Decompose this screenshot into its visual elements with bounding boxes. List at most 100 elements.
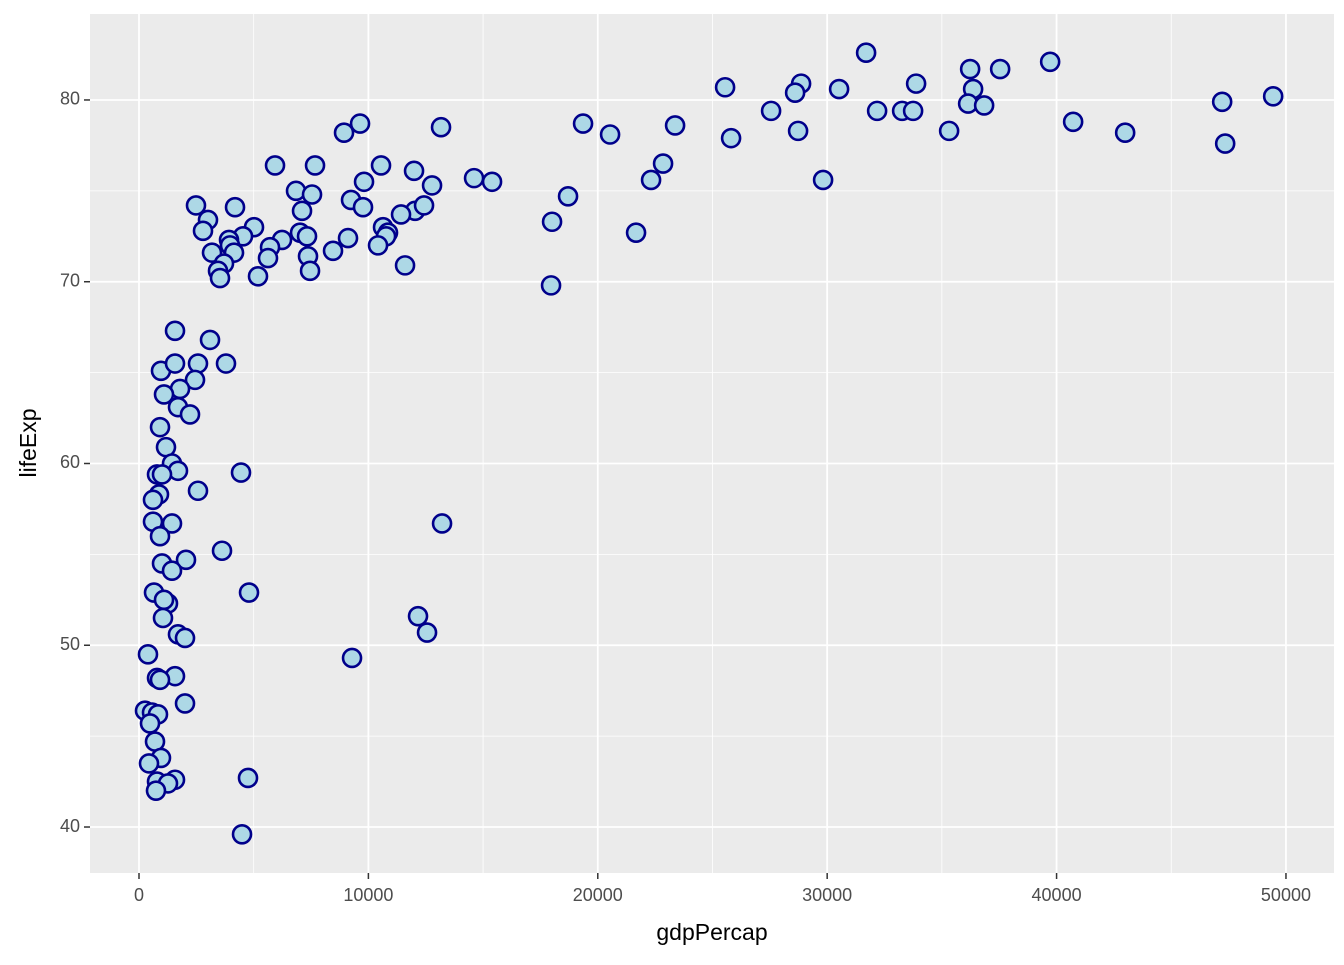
point — [151, 464, 173, 485]
point — [640, 169, 662, 191]
point — [187, 353, 209, 374]
panel — [90, 14, 1334, 873]
point — [407, 605, 429, 627]
point — [149, 525, 171, 547]
point — [145, 780, 167, 801]
point — [247, 265, 269, 287]
point — [296, 225, 318, 247]
point — [349, 113, 371, 134]
point — [353, 171, 375, 193]
point — [224, 196, 246, 218]
point — [828, 78, 850, 100]
y-tick-label: 80 — [60, 89, 80, 109]
point — [304, 155, 326, 176]
point — [431, 513, 453, 534]
point — [866, 100, 888, 122]
y-axis-title: lifeExp — [15, 408, 41, 477]
point — [341, 647, 363, 669]
point — [1062, 111, 1084, 133]
point — [230, 462, 252, 483]
point — [164, 320, 186, 342]
point — [352, 196, 374, 218]
point — [1262, 86, 1284, 107]
point — [192, 220, 214, 242]
point — [184, 369, 206, 391]
point — [905, 73, 927, 94]
point — [1214, 133, 1236, 154]
point — [1211, 91, 1233, 113]
point — [664, 115, 686, 136]
point — [187, 480, 209, 502]
y-tick-label: 70 — [60, 270, 80, 290]
point — [812, 169, 834, 191]
y-tick-label: 40 — [60, 816, 80, 836]
point — [149, 669, 171, 691]
point — [652, 153, 674, 174]
point — [161, 513, 183, 534]
point — [179, 404, 201, 425]
point — [720, 127, 742, 149]
x-tick-label: 20000 — [573, 885, 623, 905]
point — [430, 116, 452, 138]
point — [231, 823, 253, 845]
point — [541, 211, 563, 233]
x-axis-title: gdpPercap — [656, 919, 767, 945]
point — [337, 227, 359, 249]
point — [257, 247, 279, 269]
point — [333, 122, 355, 143]
point — [421, 175, 443, 196]
point — [784, 82, 806, 104]
point — [291, 200, 313, 222]
point — [481, 171, 503, 193]
point — [322, 240, 344, 262]
point — [149, 416, 171, 438]
point — [973, 95, 995, 116]
x-tick-label: 30000 — [802, 885, 852, 905]
point — [760, 100, 782, 122]
point — [1114, 122, 1136, 143]
point — [299, 260, 321, 282]
point — [185, 195, 207, 216]
point — [215, 353, 237, 374]
point — [416, 622, 438, 643]
point — [164, 353, 186, 374]
point — [787, 120, 809, 142]
point — [237, 767, 259, 789]
point — [855, 42, 877, 64]
x-tick-label: 0 — [134, 885, 144, 905]
point — [540, 275, 562, 296]
point — [902, 100, 924, 122]
point — [139, 713, 161, 734]
point — [238, 582, 260, 603]
point — [557, 186, 579, 207]
y-tick-label: 60 — [60, 452, 80, 472]
point — [463, 167, 485, 189]
x-tick-label: 10000 — [343, 885, 393, 905]
point — [714, 76, 736, 98]
point — [367, 235, 389, 256]
point — [142, 489, 164, 511]
x-tick-label: 50000 — [1261, 885, 1311, 905]
point — [174, 693, 196, 714]
point — [153, 589, 175, 611]
point — [625, 222, 647, 243]
point — [161, 560, 183, 582]
point — [174, 627, 196, 649]
point — [209, 267, 231, 289]
point — [175, 549, 197, 571]
point — [153, 384, 175, 405]
point — [211, 540, 233, 562]
point — [572, 113, 594, 134]
point — [390, 204, 412, 225]
point — [370, 155, 392, 176]
point — [137, 644, 159, 665]
point — [264, 155, 286, 176]
point — [403, 160, 425, 182]
point — [152, 607, 174, 629]
point — [959, 58, 981, 80]
point — [301, 184, 323, 205]
point — [938, 120, 960, 142]
point — [989, 58, 1011, 80]
point — [138, 753, 160, 774]
